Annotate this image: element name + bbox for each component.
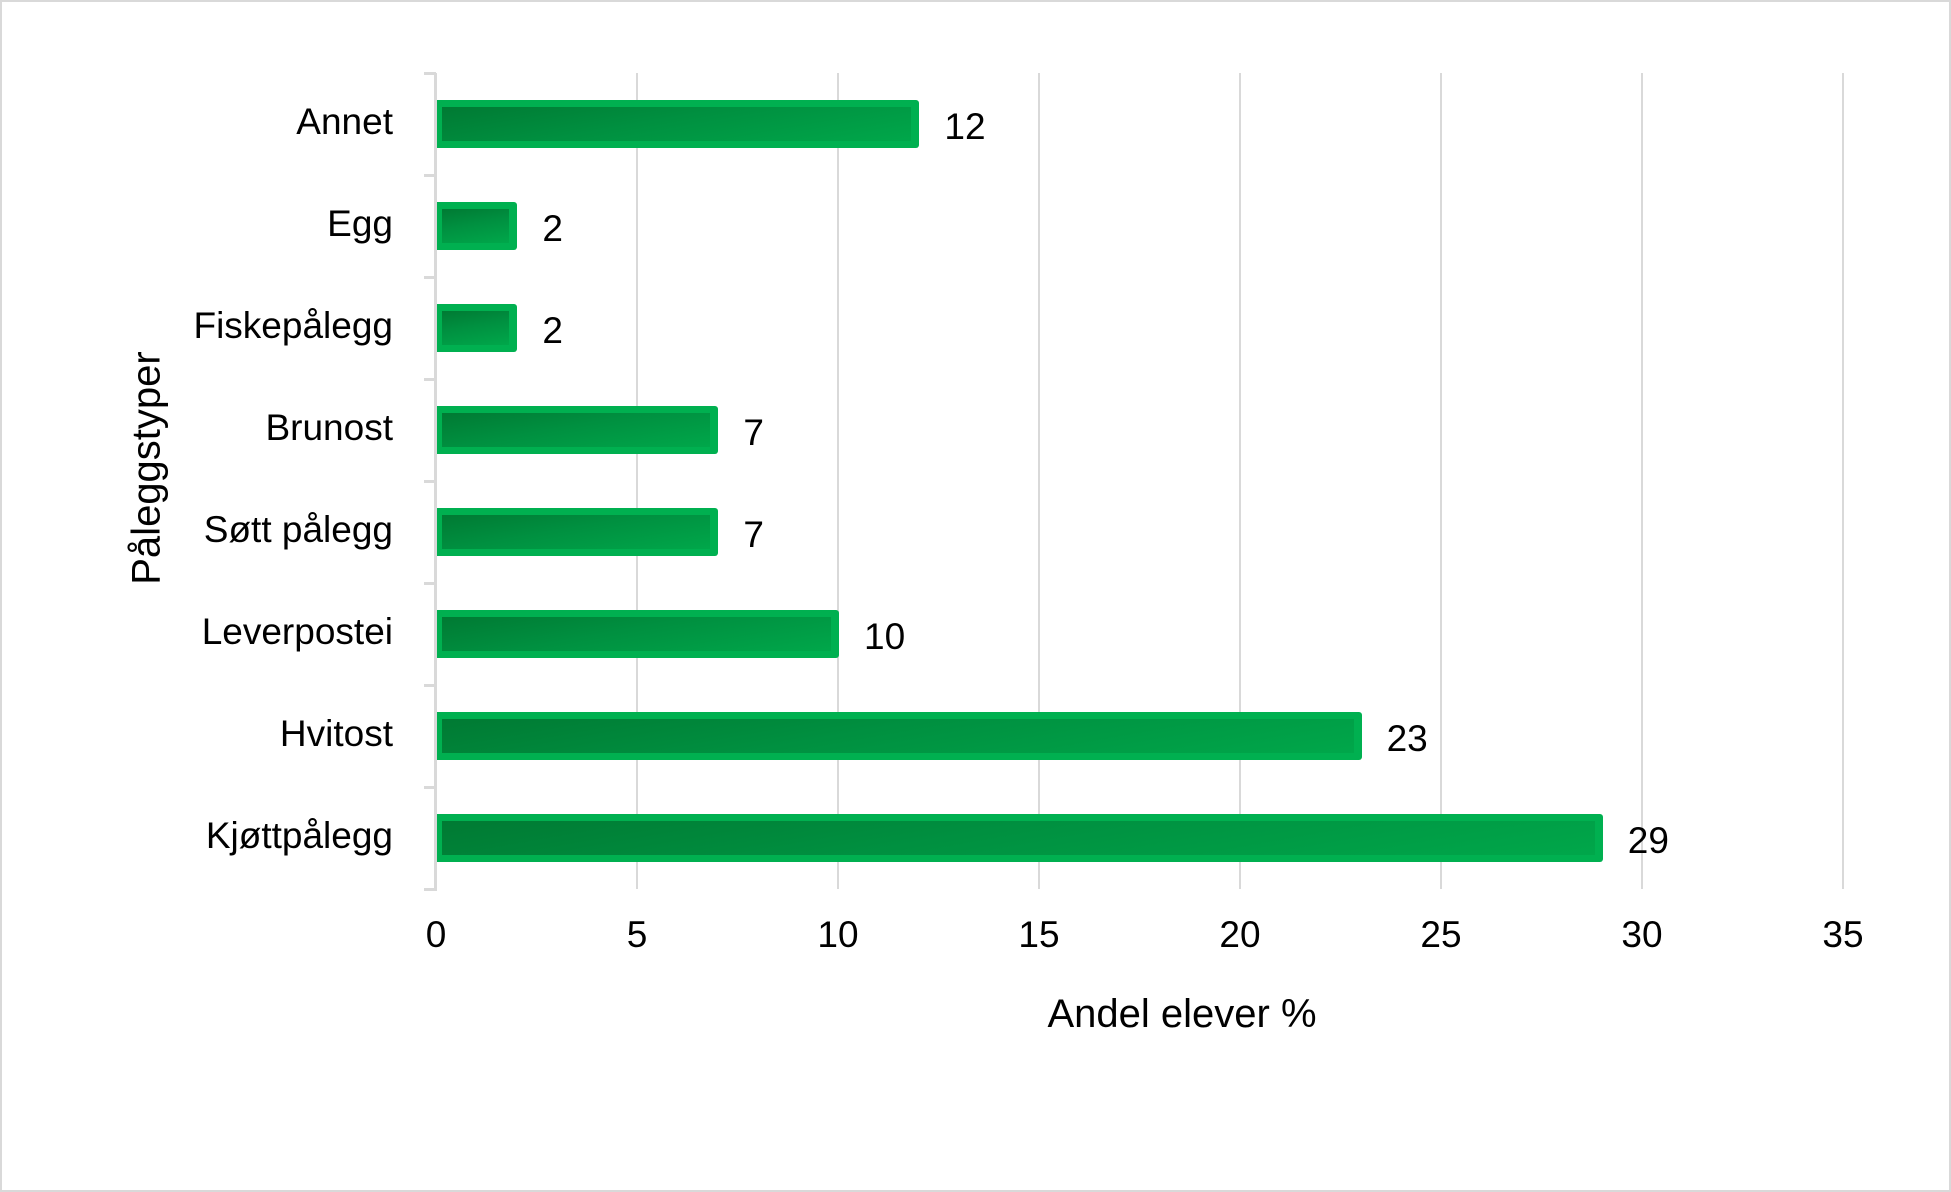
bar: [437, 406, 719, 454]
category-label: Egg: [327, 203, 393, 244]
x-axis-title: Andel elever %: [1047, 992, 1317, 1036]
bar: [437, 202, 518, 250]
category-label: Brunost: [265, 407, 393, 448]
x-tick-label: 15: [1018, 914, 1060, 955]
x-tick-label: 10: [817, 914, 859, 955]
bar-value-label: 2: [542, 310, 563, 351]
plot-area: 12 2 2 7 7 10 23 29: [424, 72, 1844, 891]
y-tick-mark: [424, 786, 436, 789]
x-tick-label: 0: [425, 914, 447, 955]
gridline: [1239, 73, 1241, 889]
bar-fill: [442, 209, 510, 243]
category-label: Kjøttpålegg: [205, 815, 393, 856]
x-tick-label: 35: [1822, 914, 1864, 955]
x-tick-label: 20: [1219, 914, 1261, 955]
bar-fill: [442, 107, 912, 141]
category-label: Hvitost: [279, 713, 393, 754]
bar: [437, 508, 719, 556]
bar-value-label: 2: [542, 208, 563, 249]
bar-value-label: 7: [743, 514, 764, 555]
bar: [437, 304, 518, 352]
bar-value-label: 7: [743, 412, 764, 453]
gridline: [837, 73, 839, 889]
x-tick-label: 30: [1621, 914, 1663, 955]
y-tick-mark: [424, 276, 436, 279]
category-label: Annet: [296, 101, 393, 142]
gridline: [1440, 73, 1442, 889]
y-tick-mark: [424, 378, 436, 381]
category-label: Fiskepålegg: [193, 305, 393, 346]
y-tick-mark: [424, 582, 436, 585]
bar-fill: [442, 413, 711, 447]
y-tick-mark: [424, 72, 436, 75]
x-tick-label: 5: [626, 914, 648, 955]
bar: [437, 610, 839, 658]
category-label: Søtt pålegg: [203, 509, 393, 550]
bar-value-label: 10: [864, 616, 906, 657]
bar-value-label: 12: [944, 106, 986, 147]
y-tick-mark: [424, 888, 436, 891]
bar: [437, 100, 920, 148]
bar-fill: [442, 515, 711, 549]
y-tick-mark: [424, 174, 436, 177]
bar: [437, 712, 1362, 760]
gridline: [1038, 73, 1040, 889]
bar: [437, 814, 1603, 862]
gridline: [636, 73, 638, 889]
bar-fill: [442, 719, 1354, 753]
gridline: [1641, 73, 1643, 889]
x-tick-label: 25: [1420, 914, 1462, 955]
bar-fill: [442, 311, 510, 345]
gridline: [1842, 73, 1844, 889]
bar-fill: [442, 617, 831, 651]
y-tick-mark: [424, 480, 436, 483]
bar-value-label: 29: [1627, 820, 1669, 861]
y-tick-mark: [424, 684, 436, 687]
bar-fill: [442, 821, 1595, 855]
category-label: Leverpostei: [201, 611, 393, 652]
y-axis-title: Påleggstyper: [124, 351, 169, 585]
bar-value-label: 23: [1386, 718, 1428, 759]
